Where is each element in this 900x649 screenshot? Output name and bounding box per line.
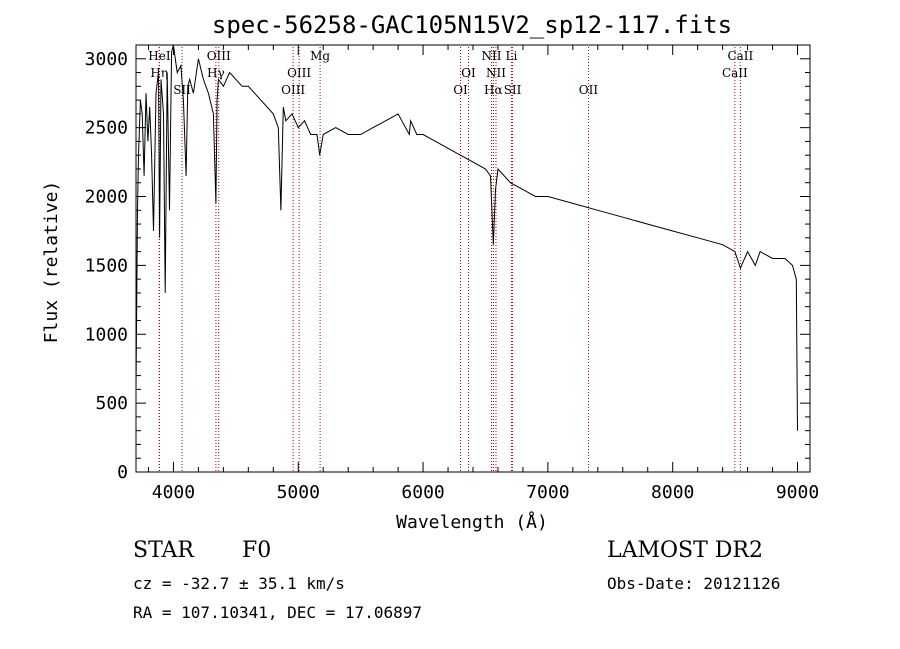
spectral-line-label: NII [481,49,501,63]
spectral-line-label: CaII [722,66,748,80]
x-axis-ticks: 4000 5000 6000 7000 8000 9000 [147,45,819,503]
spectral-line-label: HeI [148,49,171,63]
y-tick-label: 500 [95,393,128,414]
x-tick-label: 4000 [152,482,195,503]
spectral-line-label: CaII [727,49,753,63]
spectral-line-label: OIII [207,49,231,63]
survey-name: LAMOST DR2 [607,538,763,563]
y-tick-label: 2000 [85,187,128,208]
spectral-line-label: OI [453,83,468,97]
x-axis-label: Wavelength (Å) [396,511,548,533]
x-tick-label: 7000 [526,482,569,503]
spectral-line-label: OI [461,66,476,80]
y-axis-ticks: 0 500 1000 1500 2000 2500 3000 [85,49,810,483]
spectral-line-label: Hη [150,66,168,80]
spectral-line-label: Hα [484,83,503,97]
spectral-line-markers [158,47,741,472]
spectral-line-label: NII [486,66,506,80]
y-tick-label: 1000 [85,324,128,345]
spectral-line-labels: HeIHηSIIOIIIHγOIIIOIIIMgOIOINIINIIHαLiSI… [148,49,753,97]
y-tick-label: 2500 [85,118,128,139]
y-tick-label: 0 [117,462,128,483]
redshift-cz: cz = -32.7 ± 35.1 km/s [133,574,345,593]
y-tick-label: 1500 [85,255,128,276]
spectral-line-label: Li [506,49,518,63]
object-subclass: F0 [242,538,272,563]
coordinates: RA = 107.10341, DEC = 17.06897 [133,603,422,622]
x-tick-label: 6000 [401,482,444,503]
y-tick-label: 3000 [85,49,128,70]
spectrum-series-line [135,44,798,431]
observation-date: Obs-Date: 20121126 [607,574,781,593]
spectral-line-label: SII [504,83,522,97]
spectral-line-label: Hγ [207,66,225,80]
chart-title: spec-56258-GAC105N15V2_sp12-117.fits [212,11,732,39]
x-tick-label: 9000 [776,482,819,503]
spectral-line-label: OIII [281,83,305,97]
spectral-line-label: OII [579,83,599,97]
spectral-line-label: Mg [310,49,330,63]
x-tick-label: 8000 [651,482,694,503]
y-axis-label: Flux (relative) [41,181,62,344]
plot-frame [135,44,811,473]
x-tick-label: 5000 [277,482,320,503]
object-class: STAR [133,538,194,563]
spectral-line-label: OIII [287,66,311,80]
